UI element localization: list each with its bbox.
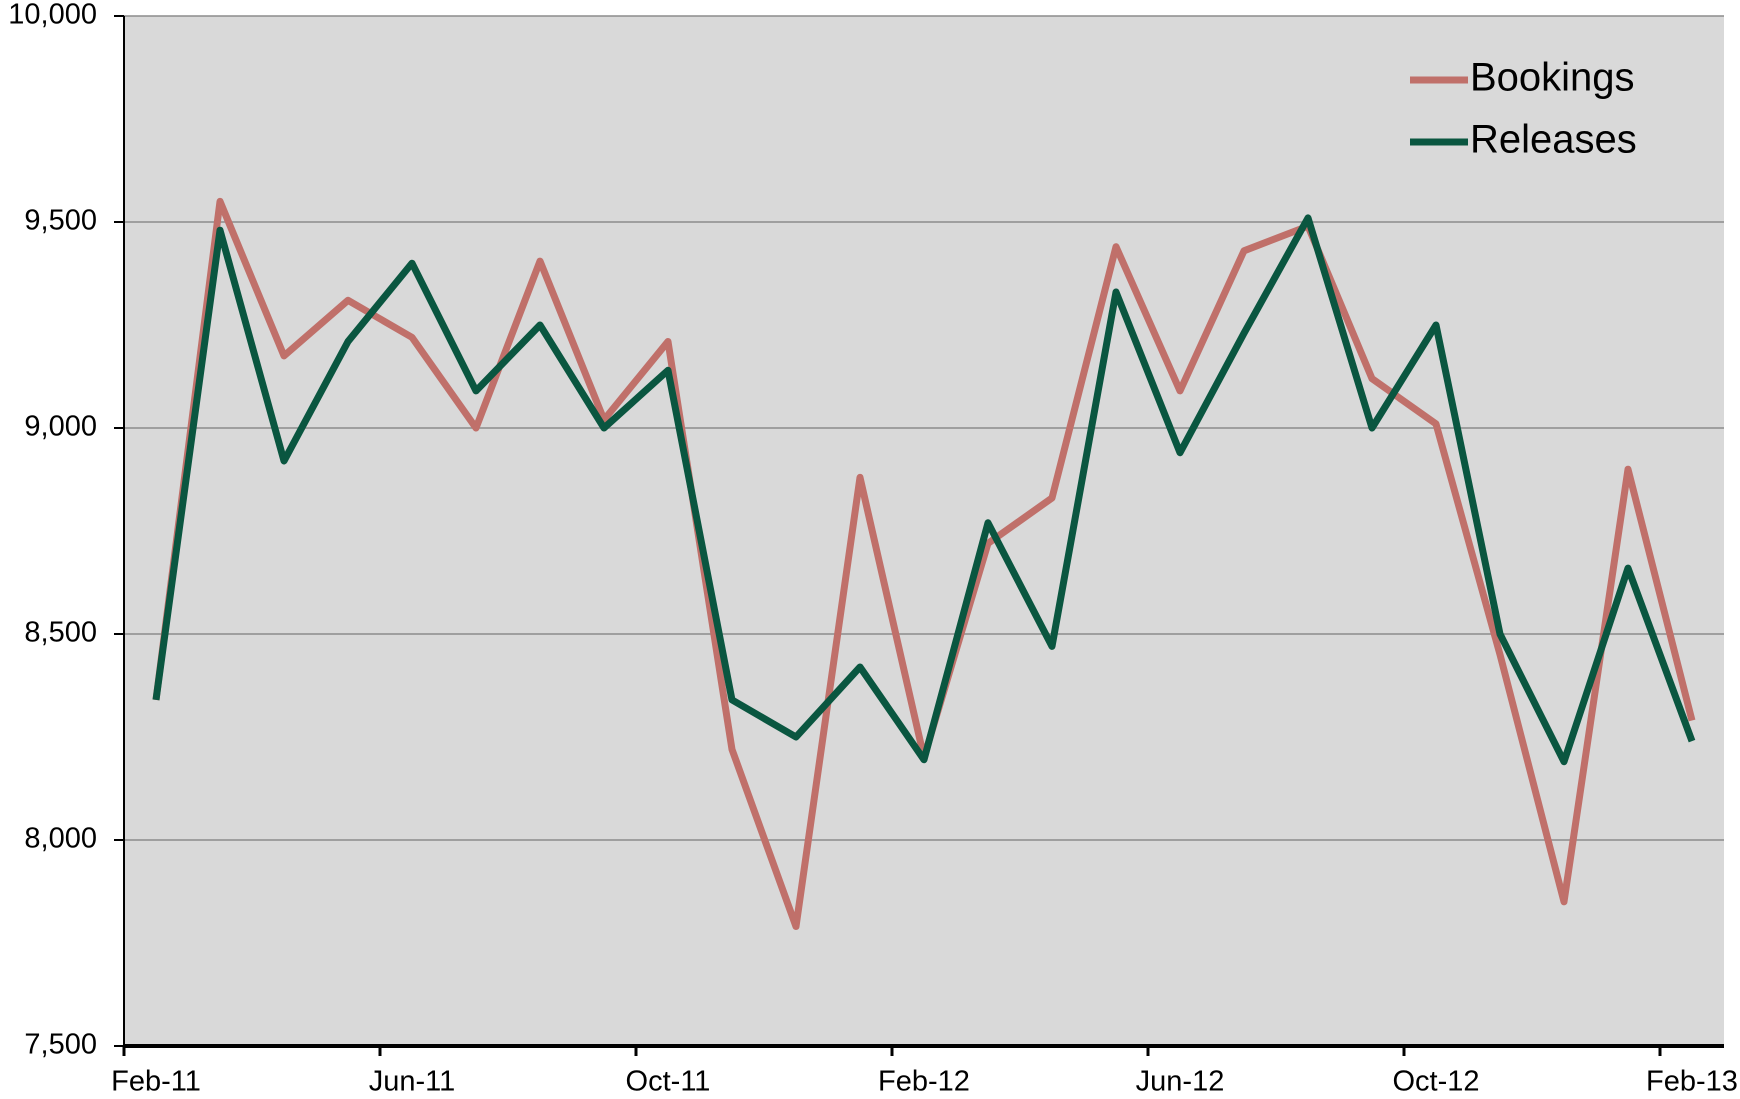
series-line (152, 214, 1696, 766)
x-tick-label: Feb-12 (878, 1066, 970, 1098)
x-tick-label: Jun-11 (369, 1066, 456, 1098)
y-tick-label: 8,000 (24, 823, 97, 855)
legend-label: Releases (1470, 118, 1637, 162)
y-tick-label: 9,000 (24, 411, 97, 443)
x-tick-label: Oct-11 (626, 1066, 711, 1098)
y-tick-label: 10,000 (8, 0, 97, 31)
y-tick-label: 8,500 (24, 617, 97, 649)
plot-area (124, 16, 1724, 1046)
y-tick-label: 9,500 (24, 205, 97, 237)
x-tick-label: Oct-12 (1392, 1066, 1479, 1098)
x-tick-label: Feb-11 (111, 1066, 201, 1098)
x-tick-label: Feb-13 (1646, 1066, 1738, 1098)
y-tick-label: 7,500 (24, 1029, 97, 1061)
x-tick-label: Jun-12 (1136, 1066, 1225, 1098)
legend-label: Bookings (1470, 56, 1635, 100)
